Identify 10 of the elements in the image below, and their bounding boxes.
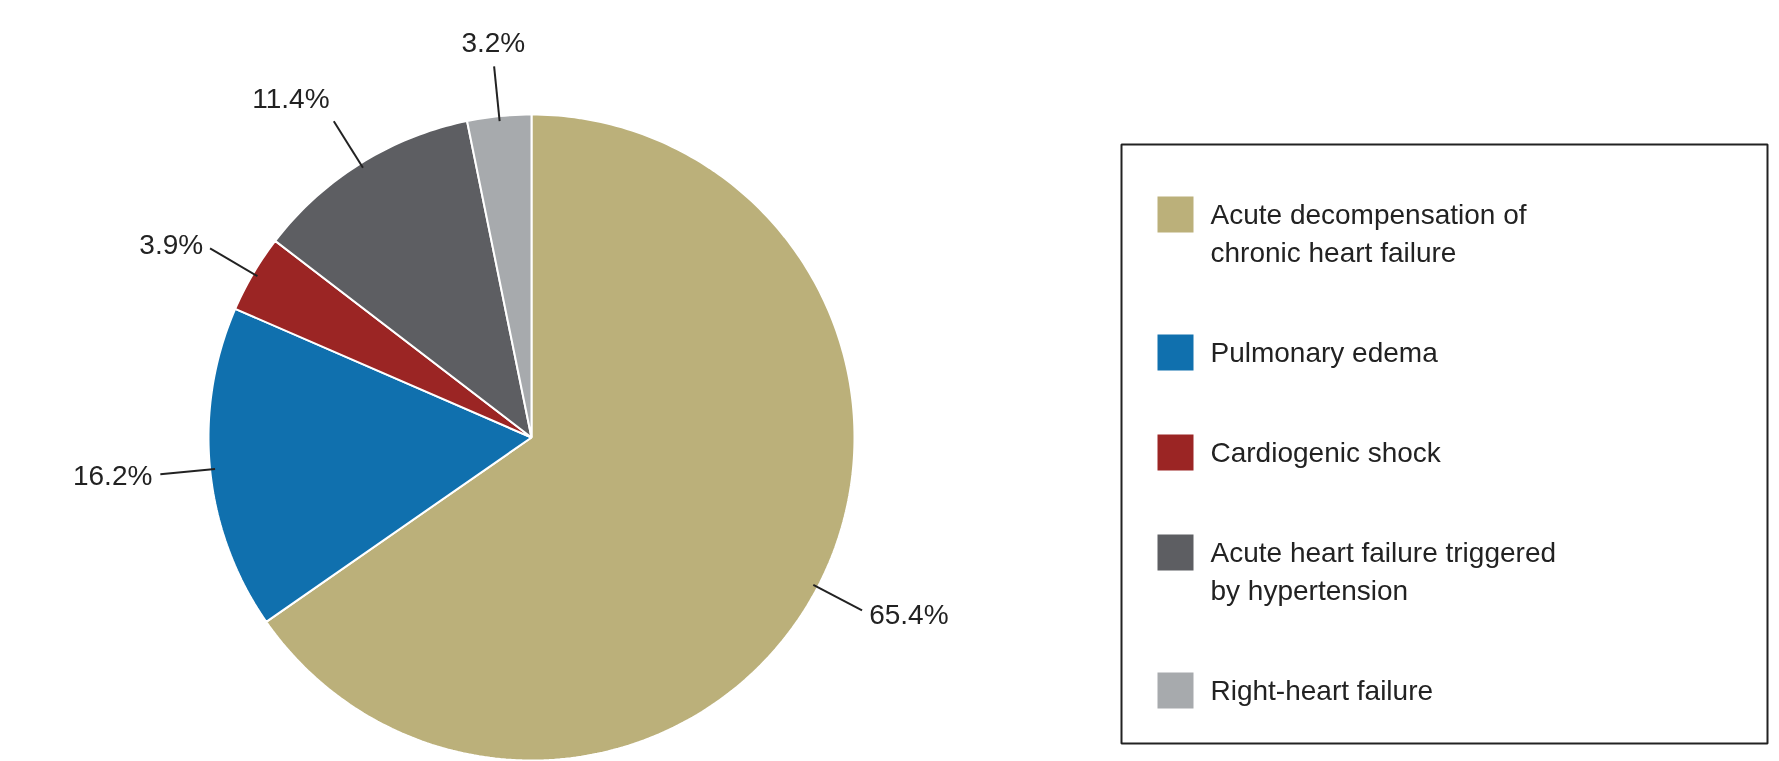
data-label: 3.9%	[139, 228, 204, 260]
data-label: 16.2%	[72, 459, 153, 491]
legend-label: Pulmonary edema	[1210, 337, 1439, 368]
data-label: 11.4%	[252, 83, 330, 115]
data-label: 3.2%	[461, 27, 526, 59]
legend-label: Cardiogenic shock	[1210, 437, 1442, 468]
legend-label: Acute heart failure triggered by hypertension	[1210, 537, 1557, 606]
data-label: 65.4%	[869, 598, 949, 630]
legend-label: Right-heart failure	[1210, 675, 1434, 706]
legend-label: Acute decompensation of chronic heart failure	[1210, 199, 1527, 268]
